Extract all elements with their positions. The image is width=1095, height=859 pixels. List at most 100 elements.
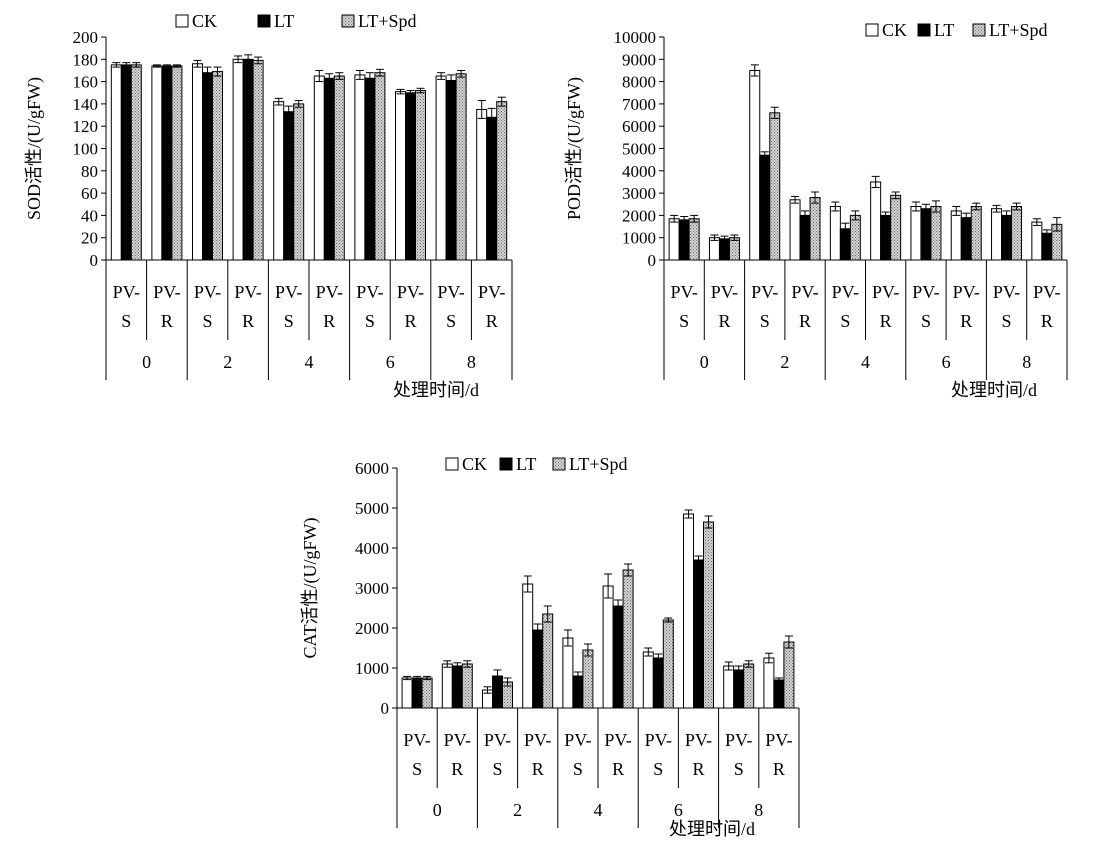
category-label-line1: PV- [275,282,302,302]
error-bar [244,54,253,65]
y-tick-label: 120 [73,117,99,136]
category-label-line1: PV- [645,730,672,750]
bar-lt [486,116,498,261]
y-tick-label: 5000 [355,499,389,518]
error-bar [543,605,552,623]
category-label-line2: R [486,311,498,331]
category-label-line1: PV- [1033,282,1060,302]
legend: CK LT LT+Spd [175,11,417,31]
error-bar [851,210,860,221]
category-label-line2: R [451,759,463,779]
category-label-line1: PV- [524,730,551,750]
category-label-line1: PV- [751,282,778,302]
y-tick-label: 10000 [614,28,657,47]
error-bar [403,675,412,681]
error-bar [791,195,800,204]
category-label-line1: PV- [832,282,859,302]
legend-swatch [865,23,879,37]
bar-lt-spd [703,521,714,709]
bar-ck [435,75,447,261]
legend-swatch [552,457,566,471]
group-label: 8 [467,352,476,372]
bar-lt [920,208,932,261]
bar-lt-spd [496,101,508,261]
category-label-line2: S [921,311,931,331]
error-bar [680,216,689,224]
bar-ck [522,583,534,709]
error-bar [811,191,820,204]
error-bar [563,629,572,647]
legend-label: LT [934,20,954,40]
error-bar [112,62,121,68]
group-label: 0 [700,352,709,372]
error-bar [841,222,850,235]
y-tick-label: 4000 [355,539,389,558]
y-tick-label: 20 [81,229,98,248]
bar-ck [683,513,694,709]
group-label: 4 [594,800,603,820]
category-label-line2: S [760,311,770,331]
group-label: 8 [1022,352,1031,372]
bar-lt-spd [728,237,740,261]
bar-lt [1001,214,1013,261]
bar-ck [763,657,775,709]
error-bar [614,599,623,613]
category-label-line1: PV- [711,282,738,302]
error-bar [720,235,729,242]
category-label-line1: PV- [791,282,818,302]
error-bar [503,677,512,687]
bar-lt [718,238,730,261]
y-tick-label: 0 [381,699,390,718]
error-bar [365,72,374,85]
bar-lt [652,657,664,709]
y-tick-label: 1000 [622,229,656,248]
category-label-line1: PV- [478,282,505,302]
error-bar [583,643,592,657]
y-tick-label: 100 [73,140,99,159]
bar-lt-spd [542,613,554,709]
y-axis-title: CAT活性/(U/gFW) [300,518,321,659]
bar-lt-spd [1011,205,1023,261]
y-tick-label: 3000 [355,579,389,598]
x-axis-title: 处理时间/d [951,380,1037,400]
y-tick-label: 140 [73,95,99,114]
category-label-line1: PV- [912,282,939,302]
error-bar [881,211,890,220]
bar-lt-spd [890,194,902,261]
bar-ck [151,65,163,261]
category-label-line2: S [202,311,212,331]
error-bar [122,62,131,68]
category-label-line2: R [960,311,972,331]
category-label-line2: S [734,759,744,779]
category-label-line2: S [365,311,375,331]
category-label-line2: S [446,311,456,331]
error-bar [413,675,422,681]
y-tick-label: 160 [73,73,99,92]
group-label: 6 [942,352,951,372]
legend-label: CK [192,11,217,31]
bar-lt-spd [769,112,781,261]
error-bar [744,660,753,668]
bar-lt-spd [421,677,433,709]
category-label-line2: S [492,759,502,779]
category-label-line2: R [1041,311,1053,331]
bar-ck [910,205,922,261]
category-label-line2: R [773,759,785,779]
error-bar [694,555,703,565]
category-label-line2: R [161,311,173,331]
category-label-line2: S [653,759,663,779]
bar-lt-spd [455,73,467,261]
y-tick-label: 2000 [355,619,389,638]
bar-ck [273,101,285,261]
error-bar [1032,218,1041,226]
bar-ck [602,585,614,709]
legend-swatch [341,14,355,28]
category-label-line2: S [840,311,850,331]
error-bar [1012,202,1021,211]
bar-lt [572,675,584,709]
legend-swatch [972,23,986,37]
bar-ck [232,58,244,261]
error-bar [335,72,344,80]
bar-ck [829,205,841,261]
error-bar [497,96,506,107]
